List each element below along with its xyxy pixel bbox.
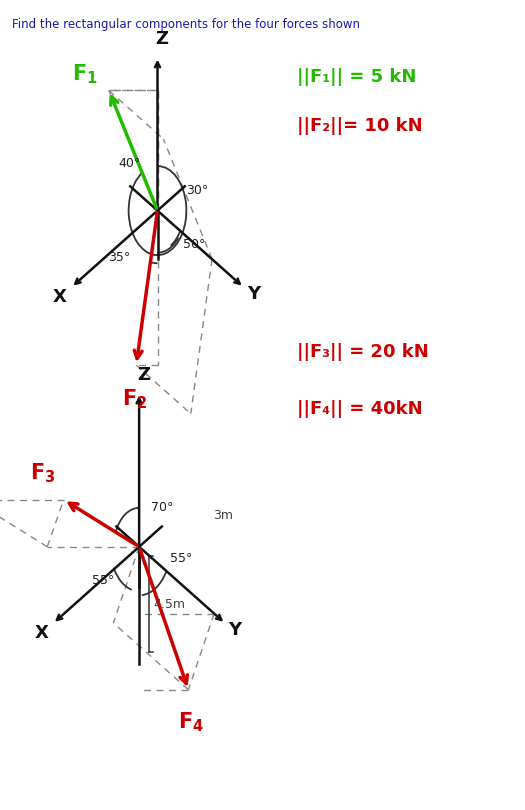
Text: 3m: 3m — [213, 509, 233, 522]
Text: $\mathbf{F_1}$: $\mathbf{F_1}$ — [72, 62, 98, 87]
Text: 55°: 55° — [92, 574, 114, 587]
Text: Y: Y — [247, 285, 260, 303]
Text: Z: Z — [137, 366, 150, 384]
Text: $\mathbf{F_2}$: $\mathbf{F_2}$ — [122, 388, 148, 411]
Text: ||F₁|| = 5 kN: ||F₁|| = 5 kN — [297, 68, 416, 86]
Text: ||F₄|| = 40kN: ||F₄|| = 40kN — [297, 400, 422, 418]
Text: 50°: 50° — [183, 238, 205, 251]
Text: 30°: 30° — [186, 184, 208, 197]
Text: ||F₃|| = 20 kN: ||F₃|| = 20 kN — [297, 343, 428, 361]
Text: $\mathbf{F_3}$: $\mathbf{F_3}$ — [30, 462, 56, 485]
Text: Z: Z — [155, 30, 168, 48]
Text: Y: Y — [228, 621, 242, 639]
Text: 70°: 70° — [151, 501, 173, 514]
Text: X: X — [52, 288, 67, 306]
Text: 55°: 55° — [170, 552, 192, 565]
Text: Find the rectangular components for the four forces shown: Find the rectangular components for the … — [12, 18, 360, 31]
Text: X: X — [34, 625, 48, 642]
Text: 4.5m: 4.5m — [154, 598, 186, 611]
Text: $\mathbf{F_4}$: $\mathbf{F_4}$ — [178, 710, 204, 734]
Text: 40°: 40° — [118, 157, 140, 170]
Text: 35°: 35° — [108, 251, 130, 264]
Text: ||F₂||= 10 kN: ||F₂||= 10 kN — [297, 117, 422, 134]
